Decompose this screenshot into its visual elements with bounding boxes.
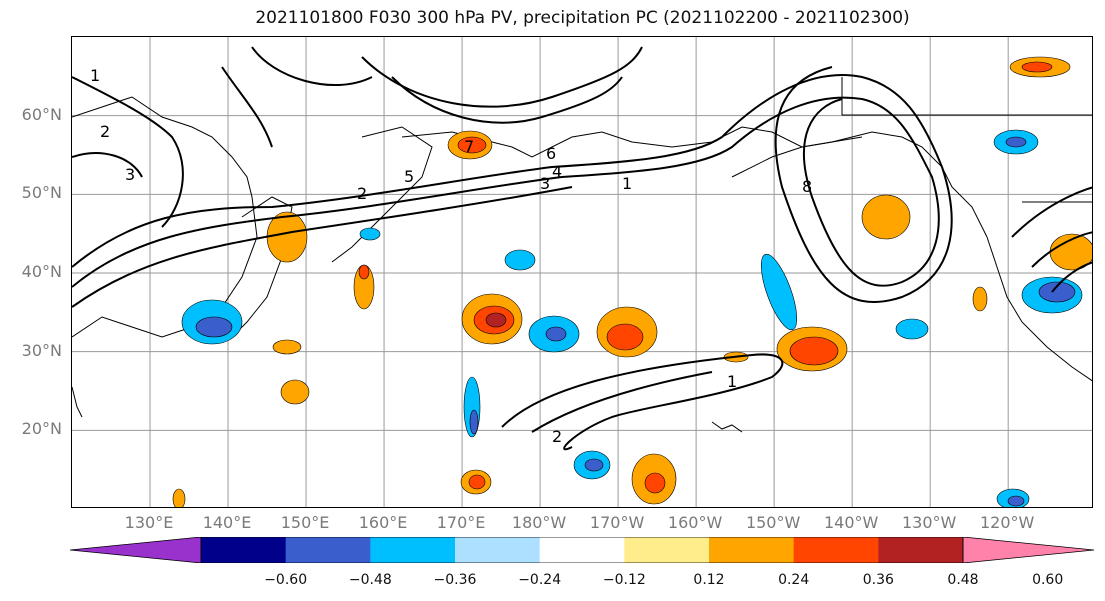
precipitation-shading [172,56,1092,507]
colorbar-tick-label: 0.60 [1032,572,1064,588]
contour-label: 8 [802,177,812,196]
contour-label: 3 [540,174,550,193]
colorbar-outline [200,537,964,563]
contour-label: 2 [100,122,110,141]
colorbar-segment [370,537,456,563]
colorbar-segment [624,537,710,563]
longitude-label: 170°W [589,513,645,532]
contour-label: 1 [622,174,632,193]
coastlines [72,77,1092,433]
contour-label: 1 [90,66,100,85]
contour-label: 3 [125,165,135,184]
longitude-label: 130°E [124,513,174,532]
graticule [72,37,1092,507]
contour-label: 7 [464,137,474,156]
pv-contours [72,46,1092,451]
longitude-label: 160°E [358,513,408,532]
latitude-label: 20°N [21,419,62,439]
colorbar [70,537,1094,563]
colorbar-tick-label: 0.48 [947,572,979,588]
colorbar-tick-label: −0.12 [602,572,646,588]
contour-label: 2 [552,427,562,446]
colorbar-extend-high [962,537,1094,563]
colorbar-segment [455,537,541,563]
longitude-label: 160°W [667,513,723,532]
map-panel: 1 2 3 4 5 6 7 8 1 2 3 1 2 [71,36,1093,508]
colorbar-segment [793,537,879,563]
colorbar-tick-label: 0.36 [862,572,894,588]
colorbar-tick-label: 0.12 [693,572,725,588]
colorbar-segment [709,537,795,563]
latitude-label: 40°N [21,262,62,281]
colorbar-segment [539,537,625,563]
colorbar-tick-label: −0.60 [264,572,308,588]
contour-label: 4 [552,162,562,181]
longitude-label: 150°E [280,513,330,532]
longitude-label: 150°W [745,513,801,532]
contour-label: 2 [357,184,367,203]
colorbar-tick-label: −0.48 [348,572,392,588]
colorbar-tick-label: −0.36 [433,572,477,588]
colorbar-extend-low [70,537,202,563]
longitude-label: 170°E [436,513,486,532]
contour-label: 1 [727,372,737,391]
longitude-label: 140°W [823,513,879,532]
colorbar-tick-label: 0.24 [778,572,810,588]
latitude-label: 50°N [21,183,62,203]
colorbar-segment [878,537,964,563]
contour-label: 6 [546,144,556,163]
latitude-label: 60°N [21,104,62,124]
pv-contour-labels: 1 2 3 4 5 6 7 8 1 2 3 1 2 [90,66,812,446]
colorbar-tick-label: −0.24 [518,572,562,588]
longitude-label: 140°E [202,513,252,532]
longitude-label: 180°W [511,513,567,532]
longitude-label: 120°W [979,513,1035,532]
contour-label: 5 [404,167,414,186]
colorbar-segment [285,537,371,563]
colorbar-segment [201,537,287,563]
latitude-label: 30°N [21,340,62,360]
map-canvas: 1 2 3 4 5 6 7 8 1 2 3 1 2 [72,37,1092,507]
map-title: 2021101800 F030 300 hPa PV, precipitatio… [255,8,910,28]
longitude-label: 130°W [901,513,957,532]
